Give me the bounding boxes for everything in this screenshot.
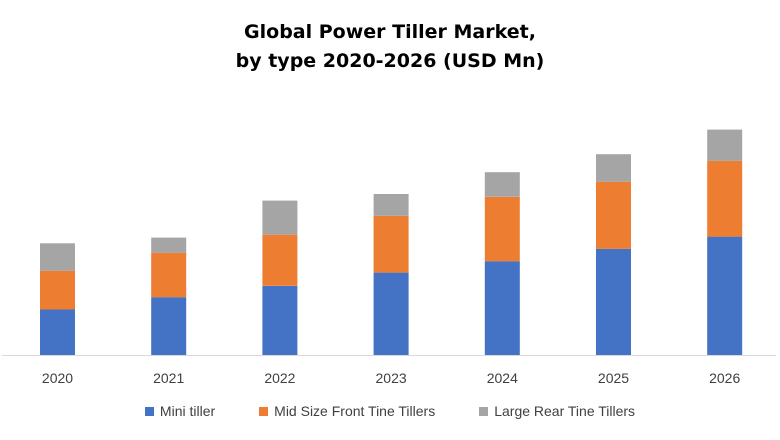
legend-label-1: Mid Size Front Tine Tillers: [274, 403, 436, 419]
bar-segment-2026-series-2: [707, 129, 743, 161]
legend-item-2: Large Rear Tine Tillers: [479, 403, 635, 419]
bar-segment-2024-series-2: [484, 172, 520, 197]
bar-segment-2022-series-1: [262, 234, 298, 286]
bar-segment-2026-series-1: [707, 160, 743, 237]
x-tick-label-2024: 2024: [487, 370, 518, 386]
x-tick-label-2026: 2026: [709, 370, 740, 386]
legend-item-1: Mid Size Front Tine Tillers: [259, 403, 435, 419]
bar-segment-2021-series-2: [151, 237, 187, 253]
bar-segment-2021-series-0: [151, 297, 187, 355]
bar-segment-2023-series-2: [373, 194, 409, 216]
x-tick-label-2020: 2020: [42, 370, 73, 386]
bar-segment-2024-series-0: [484, 261, 520, 355]
x-tick-label-2022: 2022: [264, 370, 295, 386]
bar-segment-2023-series-1: [373, 215, 409, 273]
bar-segment-2023-series-0: [373, 272, 409, 355]
legend-item-0: Mini tiller: [144, 403, 216, 419]
legend-swatch-0: [144, 406, 154, 416]
bar-segment-2025-series-0: [596, 248, 631, 355]
bar-segment-2022-series-2: [262, 200, 298, 235]
bar-segment-2024-series-1: [484, 196, 520, 262]
bar-segment-2026-series-0: [707, 236, 743, 355]
chart-title-line-2: by type 2020-2026 (USD Mn): [235, 50, 545, 72]
bar-segment-2025-series-2: [596, 154, 631, 182]
x-tick-label-2023: 2023: [376, 370, 407, 386]
legend-label-0: Mini tiller: [159, 403, 216, 419]
legend-swatch-1: [259, 406, 269, 416]
legend-swatch-2: [479, 406, 489, 416]
chart-title-line-1: Global Power Tiller Market,: [244, 21, 536, 43]
bar-segment-2021-series-1: [151, 252, 187, 298]
x-tick-label-2025: 2025: [598, 370, 629, 386]
x-tick-label-2021: 2021: [153, 370, 184, 386]
chart-legend: Mini tiller Mid Size Front Tine Tillers La…: [0, 403, 780, 419]
bar-segment-2022-series-0: [262, 285, 298, 355]
bar-segment-2020-series-0: [40, 309, 75, 355]
chart-title: Global Power Tiller Market, by type 2020…: [0, 18, 780, 76]
bar-segment-2020-series-2: [40, 243, 75, 271]
bar-segment-2020-series-1: [40, 270, 75, 310]
bar-segment-2025-series-1: [596, 181, 631, 249]
legend-label-2: Large Rear Tine Tillers: [494, 403, 636, 419]
